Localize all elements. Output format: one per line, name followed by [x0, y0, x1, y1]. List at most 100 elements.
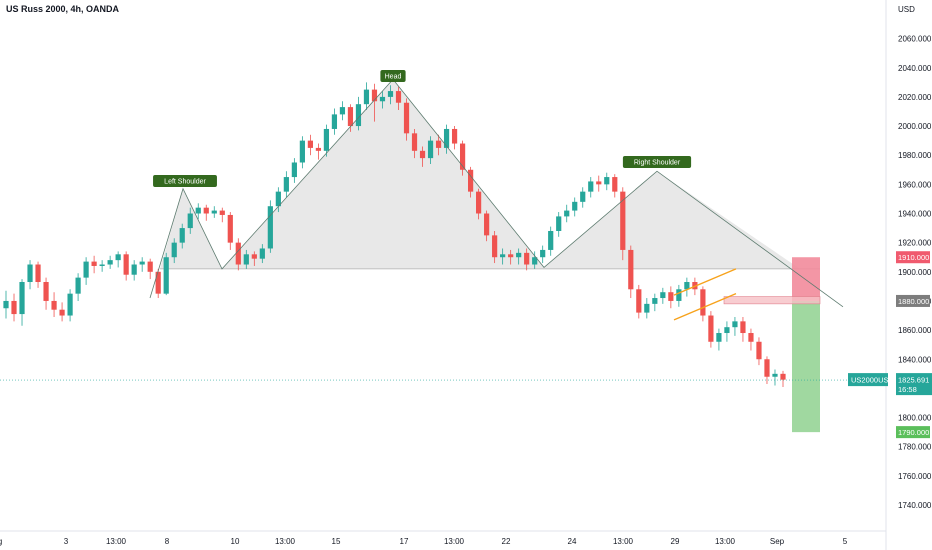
y-tick-label: 1800.000 [898, 414, 932, 423]
pattern-label-box [153, 175, 217, 187]
stop-loss-zone [792, 257, 820, 301]
x-tick-label: 8 [165, 537, 170, 546]
y-tick-label: 1940.000 [898, 210, 932, 219]
candle-body [684, 282, 690, 290]
candle-body [155, 271, 161, 294]
candle-body [580, 191, 586, 202]
chart-title: US Russ 2000, 4h, OANDA [6, 4, 120, 14]
y-tick-label: 1900.000 [898, 268, 932, 277]
stop-loss-label: 1910.000 [898, 253, 929, 262]
candle-body [459, 143, 466, 170]
candle-body [27, 264, 33, 283]
channel-lower-line [673, 293, 737, 321]
candle-body [500, 254, 506, 258]
y-tick-label: 1760.000 [898, 472, 932, 481]
candle-body [11, 300, 17, 315]
candle-body [724, 327, 730, 334]
candle-body [700, 289, 706, 316]
candle-body [75, 277, 81, 294]
candle-body [588, 181, 594, 192]
candle-body [299, 140, 305, 163]
candle-body [35, 264, 41, 283]
candle-body [227, 214, 233, 243]
candle-body [427, 140, 434, 159]
candle-body [652, 298, 658, 304]
x-tick-label: 15 [332, 537, 341, 546]
candle-body [540, 249, 546, 258]
x-tick-label: 13:00 [106, 537, 127, 546]
currency-label: USD [898, 5, 915, 14]
candle-body [315, 147, 322, 151]
pattern-label: Right Shoulder [634, 160, 681, 167]
pattern-line [149, 78, 844, 308]
candle-body [508, 254, 514, 258]
y-tick-label: 1960.000 [898, 180, 932, 189]
candle-body [572, 201, 578, 211]
candle-body [59, 309, 65, 316]
y-tick-label: 2040.000 [898, 64, 932, 73]
candle-body [371, 89, 378, 102]
candle-body [203, 207, 209, 214]
candle-body [243, 254, 249, 265]
x-tick-label: 17 [400, 537, 409, 546]
candle-body [764, 359, 770, 377]
candle-body [251, 254, 257, 259]
candle-body [740, 321, 746, 334]
candle-body [435, 140, 442, 148]
candle-body [411, 133, 418, 151]
channel-upper-line [673, 268, 737, 296]
candle-body [19, 282, 25, 315]
countdown-label: 16:58 [898, 385, 917, 394]
candle-body [283, 177, 289, 192]
candle-body [267, 206, 273, 249]
y-tick-label: 1860.000 [898, 326, 932, 335]
x-tick-label: 13:00 [275, 537, 296, 546]
entry-label: 1880.000 [898, 297, 929, 306]
y-tick-label: 1780.000 [898, 443, 932, 452]
candle-body [419, 150, 426, 159]
candle-body [395, 91, 402, 103]
candle-body [756, 341, 762, 360]
x-tick-label: 29 [671, 537, 680, 546]
x-tick-label: 3 [64, 537, 69, 546]
candle-body [708, 315, 714, 342]
candle-body [3, 300, 9, 309]
candle-body [347, 107, 354, 127]
candle-body [451, 128, 458, 144]
y-tick-label: 2060.000 [898, 35, 932, 44]
candle-body [516, 252, 522, 258]
candle-body [476, 191, 482, 214]
candle-body [211, 210, 217, 214]
stop-loss-tag [896, 251, 930, 264]
x-tick-label: Sep [770, 537, 785, 546]
candle-body [91, 261, 97, 266]
pattern-area [160, 79, 800, 269]
x-tick-label: 13:00 [613, 537, 634, 546]
candle-body [596, 181, 602, 185]
candle-body [379, 96, 386, 102]
candle-body [331, 114, 338, 129]
x-tick-label: 22 [502, 537, 511, 546]
y-tick-label: 2020.000 [898, 93, 932, 102]
pattern-label-box [380, 70, 406, 82]
candle-body [163, 257, 169, 294]
candle-body [628, 249, 634, 290]
candle-body [275, 191, 281, 207]
target-zone [792, 300, 820, 433]
candle-body [323, 128, 330, 151]
candle-body [732, 321, 738, 328]
target-tag [896, 426, 930, 439]
candle-body [291, 162, 297, 178]
candle-body [171, 242, 177, 258]
candle-body [492, 235, 498, 258]
candle-body [67, 293, 73, 316]
candle-body [131, 264, 137, 275]
candle-body [748, 333, 754, 342]
candle-body [235, 242, 241, 265]
candle-body [443, 128, 450, 148]
pattern-label: Left Shoulder [164, 179, 206, 186]
candle-body [83, 261, 89, 278]
candle-body [99, 264, 105, 266]
candle-body [524, 252, 530, 265]
